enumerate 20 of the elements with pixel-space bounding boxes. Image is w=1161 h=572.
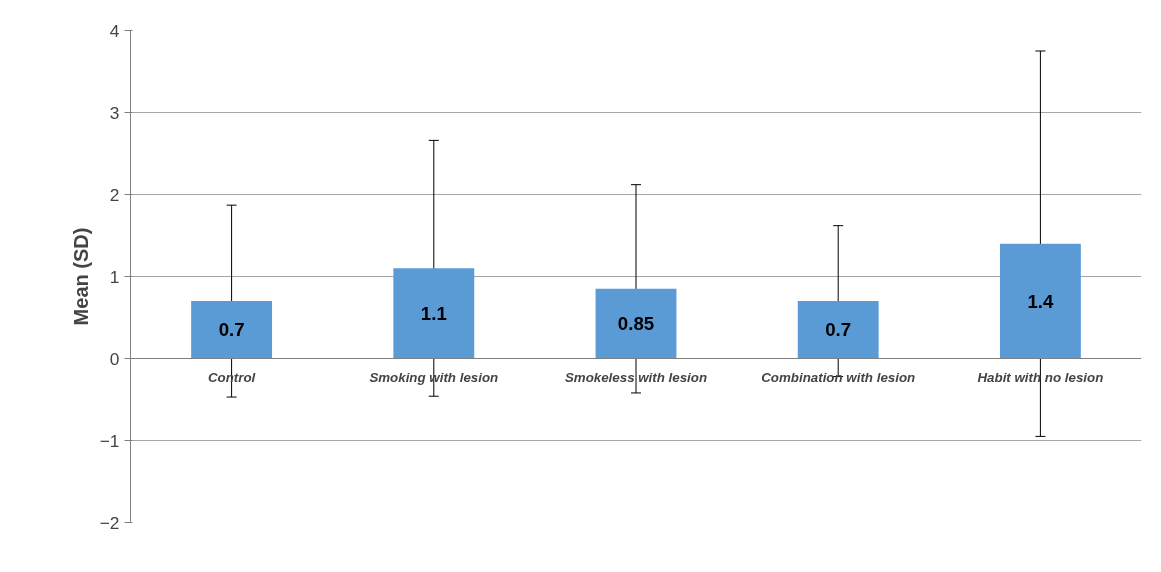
y-tick-label: −2 <box>99 512 120 533</box>
y-tick-label: 0 <box>109 348 120 369</box>
y-axis-title: Mean (SD) <box>69 227 92 326</box>
x-tick-label: Combination with lesion <box>761 369 916 385</box>
data-label: 1.1 <box>420 302 447 324</box>
bar <box>393 268 475 359</box>
data-label: 0.7 <box>218 319 245 341</box>
y-tick-label: 2 <box>109 184 120 205</box>
bar <box>191 301 273 359</box>
data-label: 0.7 <box>825 319 852 341</box>
y-tick-label: 3 <box>109 102 120 123</box>
bar <box>797 301 879 359</box>
y-tick-label: 1 <box>109 266 120 287</box>
bar <box>595 288 677 359</box>
y-tick-label: −1 <box>99 430 120 451</box>
data-label: 1.4 <box>1027 290 1054 312</box>
y-tick-label: 4 <box>109 20 120 41</box>
bar <box>999 243 1081 359</box>
data-label: 0.85 <box>617 313 655 335</box>
x-tick-label: Smokeless with lesion <box>564 369 708 385</box>
